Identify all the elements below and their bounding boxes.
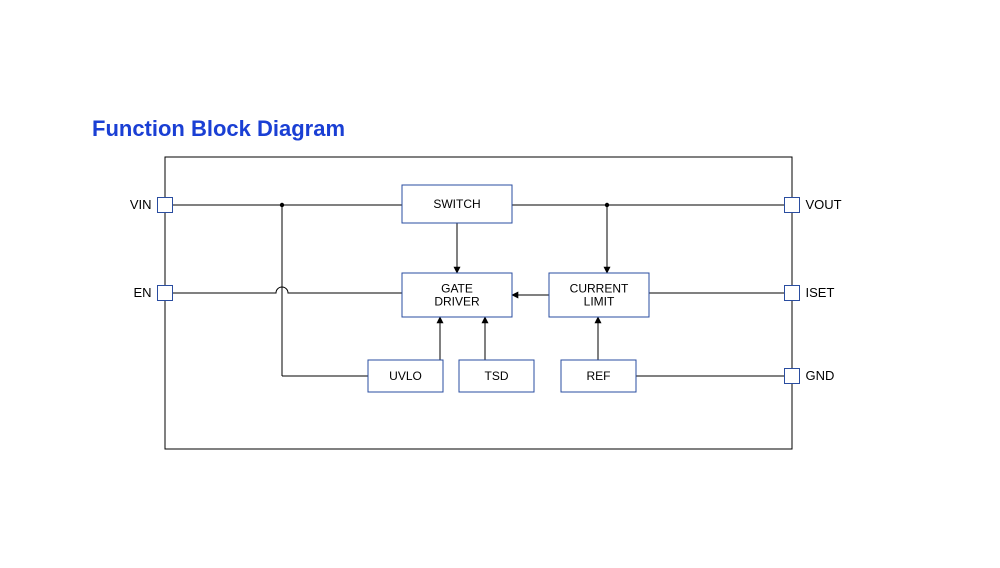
pin-vin [158, 198, 173, 213]
wire-2 [172, 287, 402, 293]
block-label-current_limit: LIMIT [584, 294, 615, 308]
pin-label-iset: ISET [806, 285, 835, 300]
block-label-current_limit: CURRENT [570, 281, 629, 295]
pin-gnd [785, 369, 800, 384]
pin-vout [785, 198, 800, 213]
junction-dot-1 [605, 203, 609, 207]
pin-iset [785, 286, 800, 301]
block-label-switch: SWITCH [433, 197, 480, 211]
pin-label-vout: VOUT [806, 197, 842, 212]
pin-label-gnd: GND [806, 368, 835, 383]
block-label-uvlo: UVLO [389, 369, 422, 383]
block-label-gate_driver: GATE [441, 281, 473, 295]
block-label-tsd: TSD [485, 369, 509, 383]
junction-dot-0 [280, 203, 284, 207]
diagram-canvas: SWITCH GATEDRIVER CURRENTLIMIT UVLO TSD REF [0, 0, 1000, 568]
pin-label-vin: VIN [130, 197, 152, 212]
pin-label-en: EN [133, 285, 151, 300]
block-label-ref: REF [587, 369, 611, 383]
pin-en [158, 286, 173, 301]
block-label-gate_driver: DRIVER [434, 294, 480, 308]
